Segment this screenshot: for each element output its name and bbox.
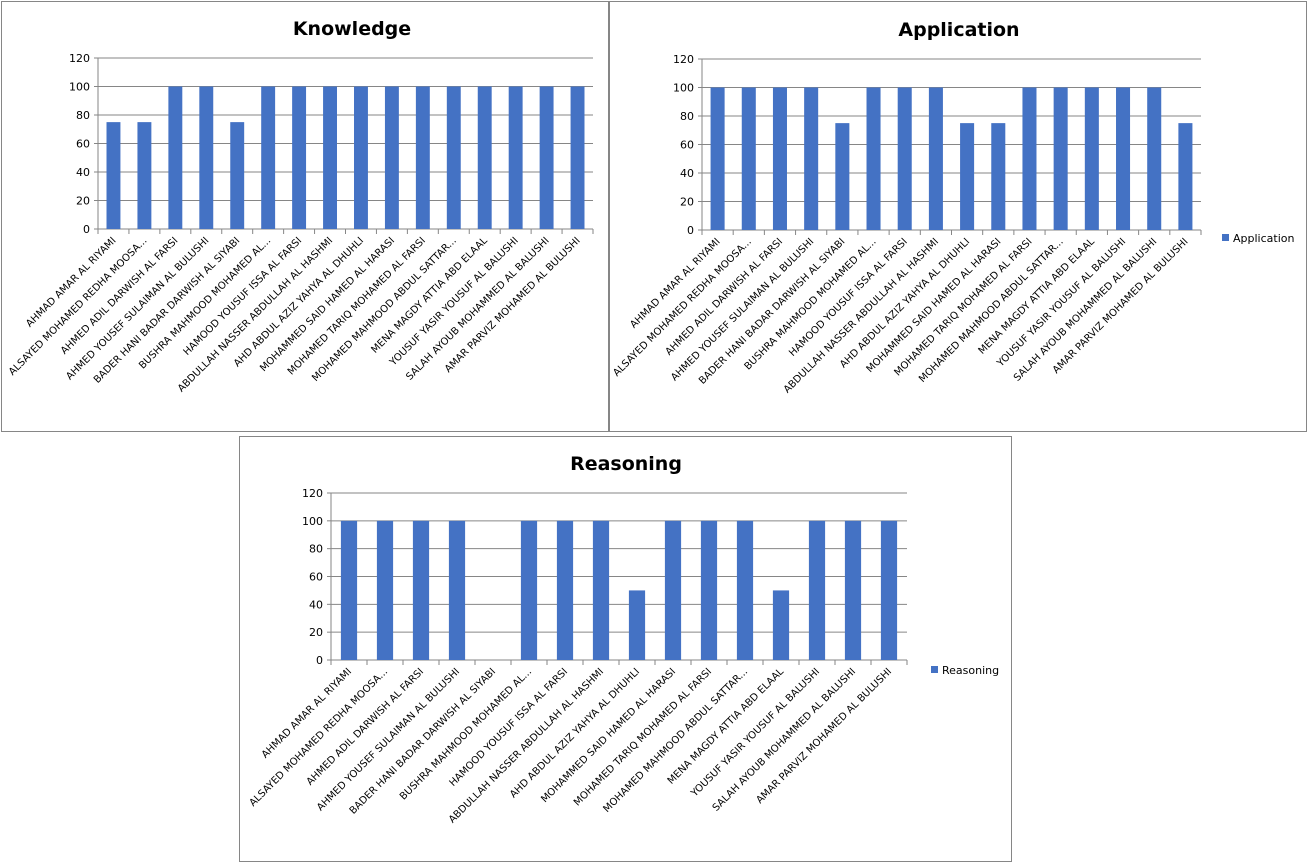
bar	[376, 520, 394, 660]
bar	[446, 86, 461, 229]
bar	[230, 122, 245, 229]
bar	[323, 86, 337, 229]
y-tick-label: 100	[69, 81, 90, 94]
bar	[866, 87, 881, 230]
chart-title: Knowledge	[293, 18, 411, 40]
y-tick-label: 80	[680, 110, 694, 123]
legend-label: Application	[1233, 232, 1294, 245]
y-tick-label: 20	[76, 195, 90, 208]
y-tick-label: 0	[83, 223, 90, 236]
chart-title: Application	[898, 19, 1019, 41]
bar	[1022, 87, 1037, 230]
y-tick-label: 0	[687, 224, 694, 237]
x-category-label: BADER HANI BADAR DARWISH AL SIYABI	[92, 235, 242, 385]
x-category-label: BUSHRA MAHMOOD MOHAMED AL...	[398, 666, 534, 802]
y-tick-label: 60	[76, 138, 90, 151]
bar	[384, 86, 399, 229]
x-category-label: MOHAMED MAHMOOD ABDUL SATTAR...	[310, 235, 459, 384]
bar	[628, 590, 646, 660]
reasoning-chart: Reasoning 0 20 40 60 80 100 120 AHMAD AMAR AL RI…	[239, 436, 1012, 862]
x-category-label: AHMED YOUSEF SULAIMAN AL BULUSHI	[64, 235, 211, 382]
bar	[106, 122, 121, 229]
legend-swatch	[931, 666, 938, 673]
bar	[539, 86, 554, 229]
y-tick-label: 20	[309, 626, 323, 639]
bar	[804, 87, 819, 230]
y-tick-label: 40	[76, 166, 90, 179]
bar	[1178, 123, 1193, 230]
bar	[736, 520, 754, 660]
bar	[1084, 87, 1099, 230]
bar	[880, 520, 898, 660]
y-tick-label: 100	[302, 515, 323, 528]
legend-label: Reasoning	[942, 664, 999, 677]
bar	[556, 520, 574, 660]
y-tick-label: 0	[316, 654, 323, 667]
y-tick-label: 40	[680, 167, 694, 180]
bar	[1116, 87, 1131, 230]
bar	[137, 122, 152, 229]
y-tick-label: 100	[673, 82, 694, 95]
chart-title: Reasoning	[570, 453, 682, 475]
bar	[415, 86, 430, 229]
y-tick-label: 80	[76, 109, 90, 122]
bar	[340, 520, 358, 660]
application-chart: Application 0 20 40 60 80 100 120 AHMAD AMAR AL …	[609, 1, 1307, 432]
bar	[928, 87, 943, 230]
bar	[412, 520, 430, 660]
bar	[570, 86, 585, 229]
bar	[592, 520, 610, 660]
bar	[835, 123, 850, 230]
x-category-label: SALAH AYOUB MOHAMMED AL BALUSHI	[1012, 236, 1159, 383]
y-tick-label: 40	[309, 598, 323, 611]
x-category-label: AHMED YOUSEF SULAIMAN AL BULUSHI	[669, 236, 816, 383]
y-tick-label: 60	[309, 571, 323, 584]
x-category-label: BADER HANI BADAR DARWISH AL SIYABI	[697, 236, 847, 386]
bar	[741, 87, 756, 230]
bar	[664, 520, 682, 660]
x-category-label: SALAH AYOUB MOHAMMED AL BALUSHI	[404, 235, 551, 382]
bar	[168, 86, 183, 229]
x-category-label: MOHAMED MAHMOOD ABDUL SATTAR...	[917, 236, 1066, 385]
x-category-label: YOUSUF YASIR YOUSUF AL BALUSHI	[689, 666, 822, 799]
bar	[960, 123, 975, 230]
y-tick-label: 120	[69, 52, 90, 65]
bar	[710, 87, 725, 230]
y-tick-label: 120	[302, 487, 323, 500]
bar	[897, 87, 912, 230]
bar	[808, 520, 826, 660]
x-category-label: AMAR PARVIZ MOHAMED AL BULUSHI	[754, 666, 894, 806]
bar	[1147, 87, 1162, 230]
bar	[199, 86, 214, 229]
bar	[1053, 87, 1068, 230]
x-category-label: MOHAMMED SAID HAMED AL HARASI	[539, 666, 678, 805]
bar	[844, 520, 862, 660]
bar	[448, 520, 466, 660]
bar	[261, 86, 276, 229]
bar	[520, 520, 538, 660]
y-tick-label: 120	[673, 53, 694, 66]
bar	[477, 86, 492, 229]
bar	[292, 86, 307, 229]
bar	[991, 123, 1006, 230]
y-tick-label: 60	[680, 139, 694, 152]
y-tick-label: 20	[680, 196, 694, 209]
bar	[700, 520, 718, 660]
y-tick-label: 80	[309, 543, 323, 556]
bar	[772, 590, 790, 660]
x-category-label: AHD ABDUL AZIZ YAHYA AL DHUHLI	[508, 666, 642, 800]
bar	[508, 86, 523, 229]
bar	[772, 87, 787, 230]
bar	[354, 86, 368, 229]
knowledge-chart: Knowledge 0 20 40 60 80 100 120 AHMAD AMAR AL RI…	[1, 1, 609, 432]
legend-swatch	[1222, 234, 1229, 241]
